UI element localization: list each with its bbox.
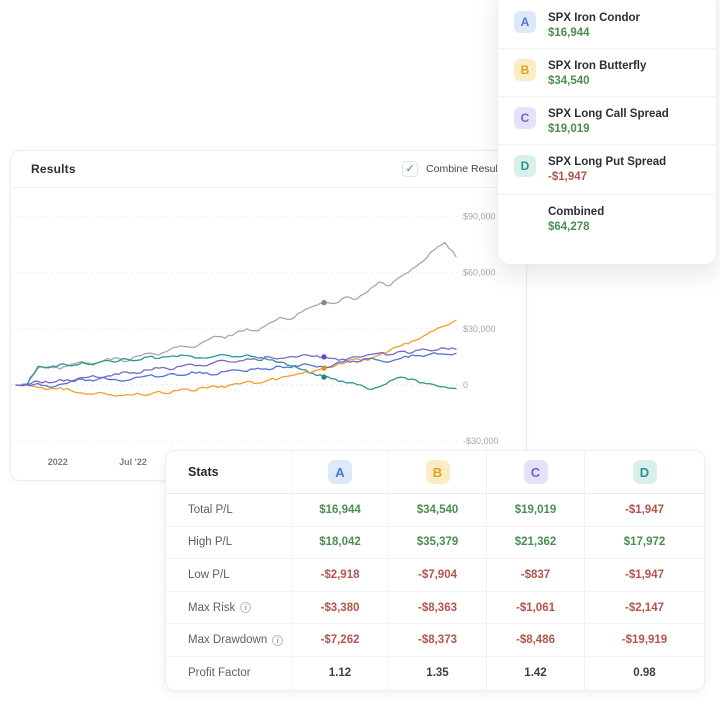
strategy-value: $19,019: [548, 123, 590, 135]
combine-results-checkbox[interactable]: ✓ Combine Results: [402, 161, 506, 177]
row-label: Low P/L: [188, 568, 230, 581]
row-label: Profit Factor: [188, 667, 251, 680]
strategy-name: SPX Long Call Spread: [548, 108, 669, 120]
y-axis-tick-label: $60,000: [463, 268, 496, 278]
row-label: Max Risk i: [166, 602, 291, 614]
legend-item-b[interactable]: B SPX Iron Butterfly $34,540: [498, 48, 716, 96]
table-row: Total P/L $16,944 $34,540 $19,019 -$1,947: [166, 494, 704, 527]
info-icon[interactable]: i: [272, 634, 284, 646]
strategy-name: SPX Long Put Spread: [548, 156, 667, 168]
series-marker-d: [321, 374, 327, 380]
stat-cell: $34,540: [388, 494, 486, 526]
series-line-d: [15, 353, 457, 391]
strategy-name: SPX Iron Condor: [548, 12, 640, 24]
table-row: Low P/L -$2,918 -$7,904 -$837 -$1,947: [166, 559, 704, 592]
strategy-value: $34,540: [548, 75, 590, 87]
stats-col-c: C: [486, 451, 584, 493]
y-axis-tick-label: $90,000: [463, 211, 496, 221]
legend-texts: SPX Iron Butterfly $34,540: [548, 59, 646, 87]
legend-list: A SPX Iron Condor $16,944 B SPX Iron Butterf…: [498, 1, 716, 192]
series-badge-c: C: [523, 460, 548, 484]
series-badge-b: B: [514, 59, 536, 81]
results-header: Results ✓ Combine Results: [11, 151, 526, 188]
stat-cell: -$3,380: [291, 591, 388, 624]
strategy-value: $16,944: [548, 27, 590, 39]
stat-cell: $21,362: [486, 526, 584, 559]
legend-item-d[interactable]: D SPX Long Put Spread -$1,947: [498, 144, 716, 192]
legend-texts: SPX Long Call Spread $19,019: [548, 107, 669, 135]
legend-item-c[interactable]: C SPX Long Call Spread $19,019: [498, 96, 716, 144]
series-badge-d: D: [632, 460, 657, 484]
stats-header-row: Stats A B C D: [166, 451, 704, 494]
stat-cell: -$19,919: [584, 624, 704, 656]
stats-col-a: A: [291, 451, 388, 493]
series-badge-a: A: [328, 460, 352, 484]
series-line-a: [15, 352, 457, 388]
table-row: Max Risk i -$3,380 -$8,363 -$1,061 -$2,147: [166, 591, 704, 625]
stats-title: Stats: [188, 465, 219, 479]
stats-col-d: D: [584, 451, 704, 493]
checkmark-icon[interactable]: ✓: [402, 161, 419, 177]
stat-cell: $18,042: [291, 526, 388, 559]
stat-cell: -$2,147: [584, 591, 704, 624]
series-marker-c: [321, 354, 327, 360]
legend-texts: SPX Long Put Spread -$1,947: [548, 155, 666, 183]
stats-body: Total P/L $16,944 $34,540 $19,019 -$1,947 Hig…: [166, 494, 704, 690]
stat-cell: 0.98: [584, 656, 704, 690]
series-marker-combined: [321, 299, 327, 306]
row-label: Total P/L: [188, 503, 233, 516]
stat-cell: -$7,904: [388, 559, 486, 591]
table-row: Max Drawdown i -$7,262 -$8,373 -$8,486 -$19,9…: [166, 624, 704, 657]
x-axis-tick-label: 2022: [48, 457, 68, 467]
stat-cell: -$7,262: [291, 624, 388, 656]
combined-value: $64,278: [548, 221, 590, 233]
stat-cell: -$1,947: [584, 559, 704, 591]
legend-texts: SPX Iron Condor $16,944: [548, 11, 640, 39]
stat-cell: 1.42: [486, 656, 584, 690]
series-badge-b: B: [425, 460, 450, 484]
stat-cell: $16,944: [291, 494, 388, 526]
series-marker-b: [321, 365, 327, 371]
legend-item-combined[interactable]: Combined $64,278: [498, 194, 716, 243]
results-chart[interactable]: $90,000 $60,000 $30,000 0 -$30,000 2022 Jul '2…: [11, 188, 528, 482]
stats-col-b: B: [388, 451, 486, 493]
stat-cell: 1.12: [291, 656, 388, 690]
table-row: High P/L $18,042 $35,379 $21,362 $17,972: [166, 526, 704, 560]
stat-cell: -$1,061: [486, 591, 584, 624]
series-line-combined: [15, 241, 457, 387]
stat-cell: -$2,918: [291, 559, 388, 591]
y-axis-tick-label: 0: [463, 380, 468, 390]
info-icon[interactable]: i: [240, 602, 252, 614]
stats-card: Stats A B C D Total P/L $16,944 $34,540 $19,01…: [165, 450, 705, 691]
series-badge-c: C: [514, 107, 536, 129]
results-title: Results: [31, 162, 76, 176]
stat-cell: $35,379: [388, 526, 486, 559]
legend-item-a[interactable]: A SPX Iron Condor $16,944: [498, 1, 716, 48]
strategy-name: SPX Iron Butterfly: [548, 60, 647, 72]
series-line-c: [15, 347, 457, 387]
series-badge-d: D: [514, 155, 536, 177]
stat-cell: -$8,373: [388, 624, 486, 656]
row-label: Max Drawdown i: [166, 634, 291, 646]
legend-card: A SPX Iron Condor $16,944 B SPX Iron Butterf…: [497, 0, 717, 265]
stat-cell: $17,972: [584, 526, 704, 559]
y-axis-tick-label: $30,000: [463, 324, 496, 334]
y-axis-tick-label: -$30,000: [463, 436, 499, 446]
results-card: Results ✓ Combine Results $90,000 $60,000…: [10, 150, 527, 481]
combined-name: Combined: [548, 206, 605, 218]
stat-cell: 1.35: [388, 656, 486, 690]
x-axis-tick-label: Jul '22: [119, 457, 147, 467]
table-row: Profit Factor 1.12 1.35 1.42 0.98: [166, 656, 704, 690]
combine-results-label: Combine Results: [426, 163, 506, 175]
stat-cell: -$837: [486, 559, 584, 591]
stat-cell: -$1,947: [584, 494, 704, 526]
row-label: High P/L: [188, 536, 233, 549]
stat-cell: -$8,363: [388, 591, 486, 624]
strategy-value: -$1,947: [548, 171, 588, 183]
stat-cell: -$8,486: [486, 624, 584, 656]
series-badge-a: A: [514, 11, 536, 33]
stat-cell: $19,019: [486, 494, 584, 526]
